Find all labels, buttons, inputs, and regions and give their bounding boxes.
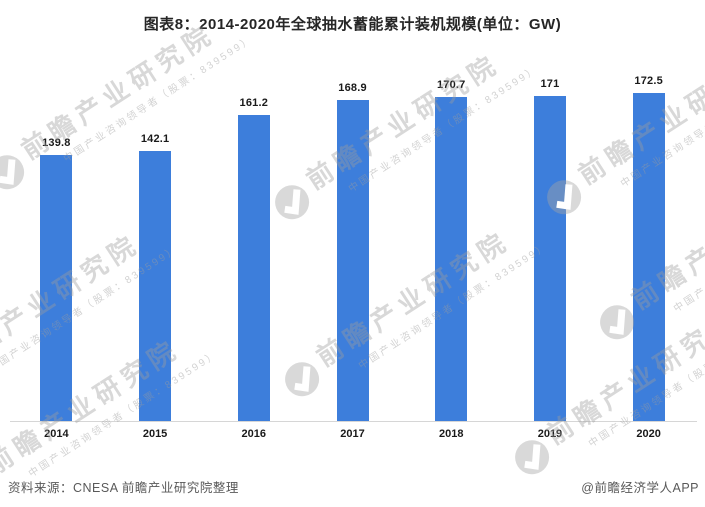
- x-tick-2017: 2017: [340, 428, 365, 440]
- bar-value-label: 142.1: [140, 133, 170, 145]
- bar-value-label: 171: [540, 78, 560, 91]
- bar-2019: [533, 96, 566, 421]
- bar-2017: [336, 100, 369, 421]
- x-axis-line: [10, 421, 697, 422]
- bar-value-label: 168.9: [338, 82, 367, 95]
- x-tick-2014: 2014: [44, 428, 69, 440]
- bar-2018: [435, 96, 468, 421]
- plot-area: 139.8 142.1 161.2 168.9 170.7 171 172.5: [7, 0, 698, 421]
- bar-2016: [237, 114, 270, 421]
- bar-value-label: 170.7: [436, 78, 466, 91]
- x-tick-2020: 2020: [636, 428, 661, 440]
- bar-value-label: 161.2: [239, 96, 269, 109]
- bar-2014: [40, 155, 73, 421]
- bar-value-label: 139.8: [42, 137, 71, 150]
- x-tick-2016: 2016: [241, 428, 267, 440]
- bar-2020: [632, 93, 665, 421]
- x-axis-labels: 2014 2015 2016 2017 2018 2019 2020: [7, 428, 698, 440]
- bar-2015: [139, 151, 172, 421]
- bar-column-2016: 161.2: [204, 97, 303, 421]
- bar-column-2019: 171: [501, 78, 600, 421]
- data-source-label: 资料来源：CNESA 前瞻产业研究院整理: [8, 481, 239, 495]
- bar-column-2017: 168.9: [303, 82, 402, 421]
- bar-value-label: 172.5: [634, 75, 663, 88]
- bar-column-2015: 142.1: [106, 133, 205, 421]
- x-tick-2018: 2018: [438, 428, 464, 440]
- x-tick-2019: 2019: [537, 428, 563, 440]
- bar-column-2014: 139.8: [7, 137, 106, 421]
- bar-column-2018: 170.7: [402, 79, 501, 421]
- bar-column-2020: 172.5: [599, 75, 698, 421]
- x-tick-2015: 2015: [142, 428, 168, 440]
- chart-title: 图表8：2014-2020年全球抽水蓄能累计装机规模(单位：GW): [143, 16, 562, 33]
- credit-label: @前瞻经济学人APP: [581, 481, 699, 495]
- footer: 资料来源：CNESA 前瞻产业研究院整理 @前瞻经济学人APP: [8, 477, 699, 496]
